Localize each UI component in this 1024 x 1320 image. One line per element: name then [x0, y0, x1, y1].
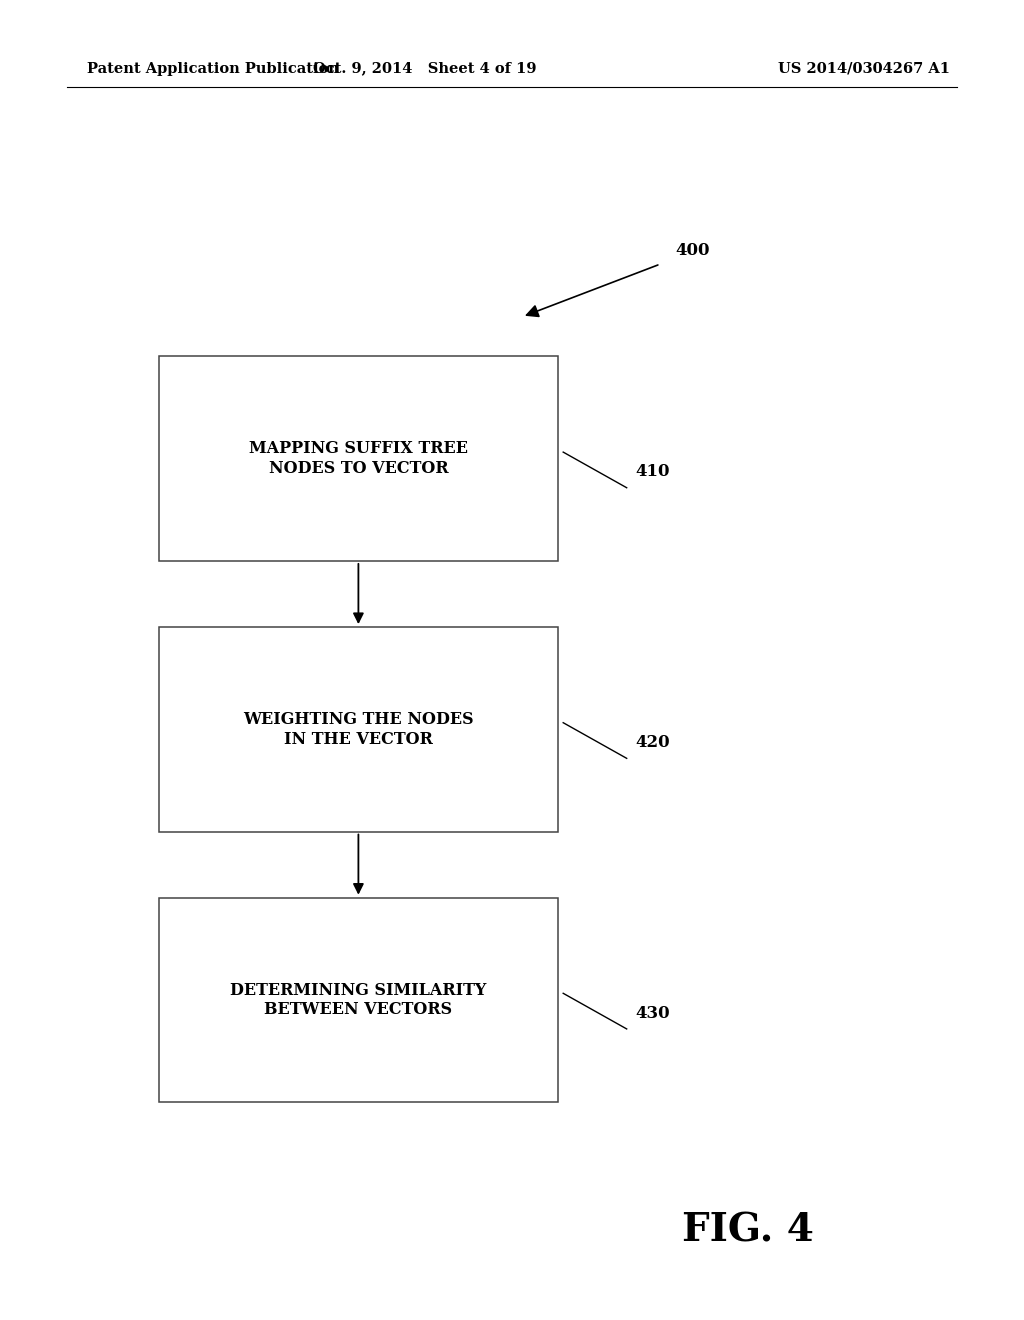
Text: MAPPING SUFFIX TREE
NODES TO VECTOR: MAPPING SUFFIX TREE NODES TO VECTOR — [249, 441, 468, 477]
Bar — [159, 627, 558, 832]
Text: WEIGHTING THE NODES
IN THE VECTOR: WEIGHTING THE NODES IN THE VECTOR — [243, 711, 474, 747]
Text: DETERMINING SIMILARITY
BETWEEN VECTORS: DETERMINING SIMILARITY BETWEEN VECTORS — [230, 982, 486, 1018]
Text: US 2014/0304267 A1: US 2014/0304267 A1 — [778, 62, 950, 75]
Text: 430: 430 — [635, 1005, 670, 1022]
Text: Patent Application Publication: Patent Application Publication — [87, 62, 339, 75]
Text: 420: 420 — [635, 734, 670, 751]
Text: 410: 410 — [635, 463, 670, 480]
Text: FIG. 4: FIG. 4 — [682, 1212, 813, 1249]
Bar — [159, 356, 558, 561]
Bar — [159, 898, 558, 1102]
Text: 400: 400 — [676, 243, 711, 259]
Text: Oct. 9, 2014   Sheet 4 of 19: Oct. 9, 2014 Sheet 4 of 19 — [313, 62, 537, 75]
